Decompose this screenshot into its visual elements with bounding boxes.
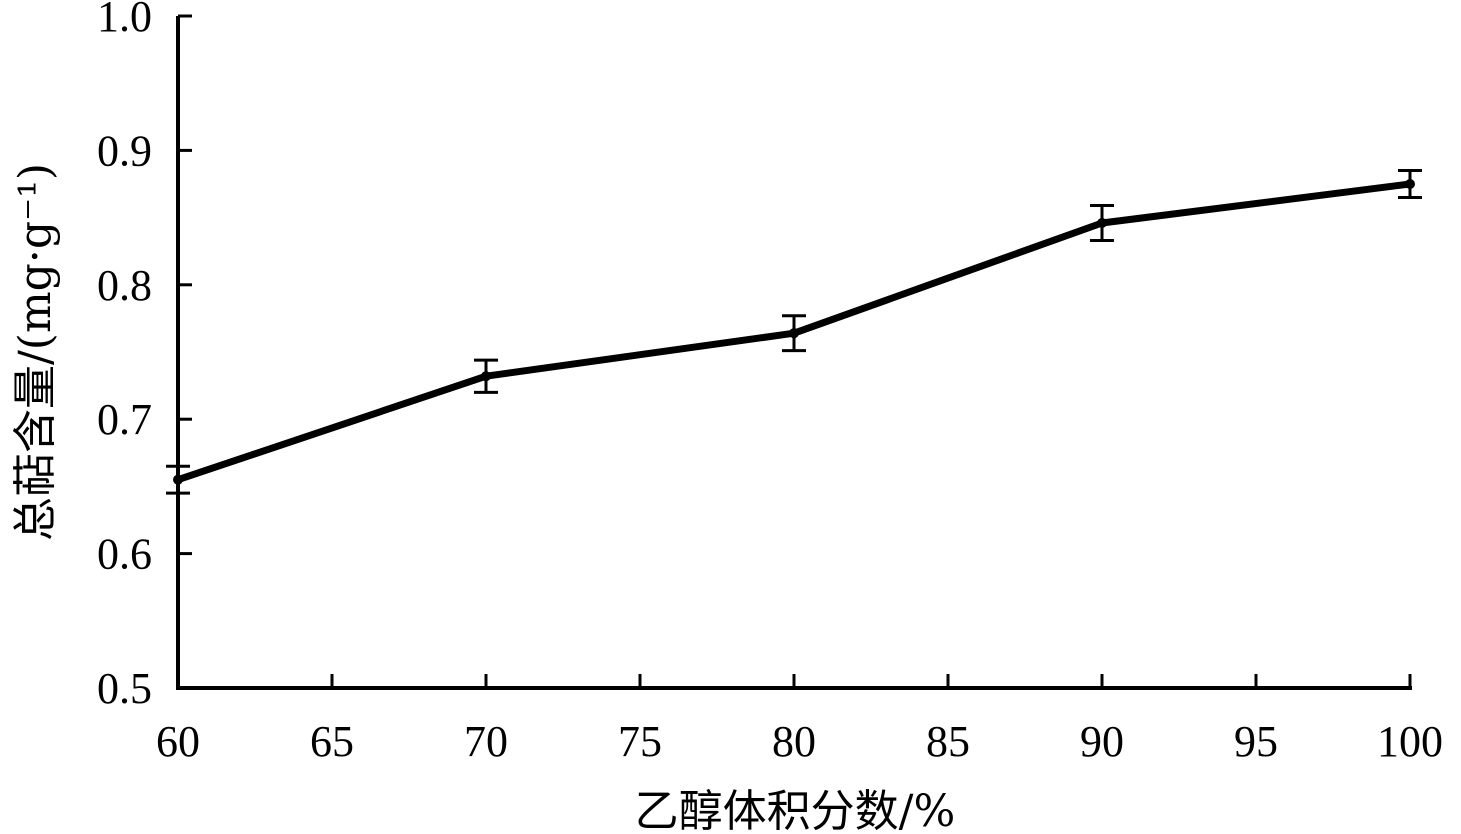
x-tick-label: 100 [1377,717,1443,766]
x-tick-label: 60 [156,717,200,766]
y-ticks: 0.5 0.6 0.7 0.8 0.9 1.0 [97,0,192,713]
data-point [481,371,491,382]
series-group [166,169,1422,495]
axes [176,16,1412,690]
y-tick-label: 0.9 [97,126,152,175]
data-point [173,474,183,485]
y-tick-label: 0.6 [97,530,152,579]
y-tick-label: 1.0 [97,0,152,41]
data-point [1405,179,1415,189]
x-tick-label: 70 [464,717,508,766]
y-tick-label: 0.7 [97,395,152,444]
x-tick-label: 65 [310,717,354,766]
data-point [789,328,799,339]
x-tick-label: 80 [772,717,816,766]
y-axis-title: 总萜含量/(mg·g⁻¹) [10,163,61,541]
x-tick-label: 90 [1080,717,1124,766]
x-ticks: 60 65 70 75 80 85 90 95 100 [156,674,1443,766]
y-tick-label: 0.8 [97,261,152,310]
x-tick-label: 95 [1234,717,1278,766]
y-tick-label: 0.5 [97,664,152,713]
x-axis-title: 乙醇体积分数/% [635,786,956,834]
x-tick-label: 85 [926,717,970,766]
x-tick-label: 75 [618,717,662,766]
data-point [1097,217,1107,228]
